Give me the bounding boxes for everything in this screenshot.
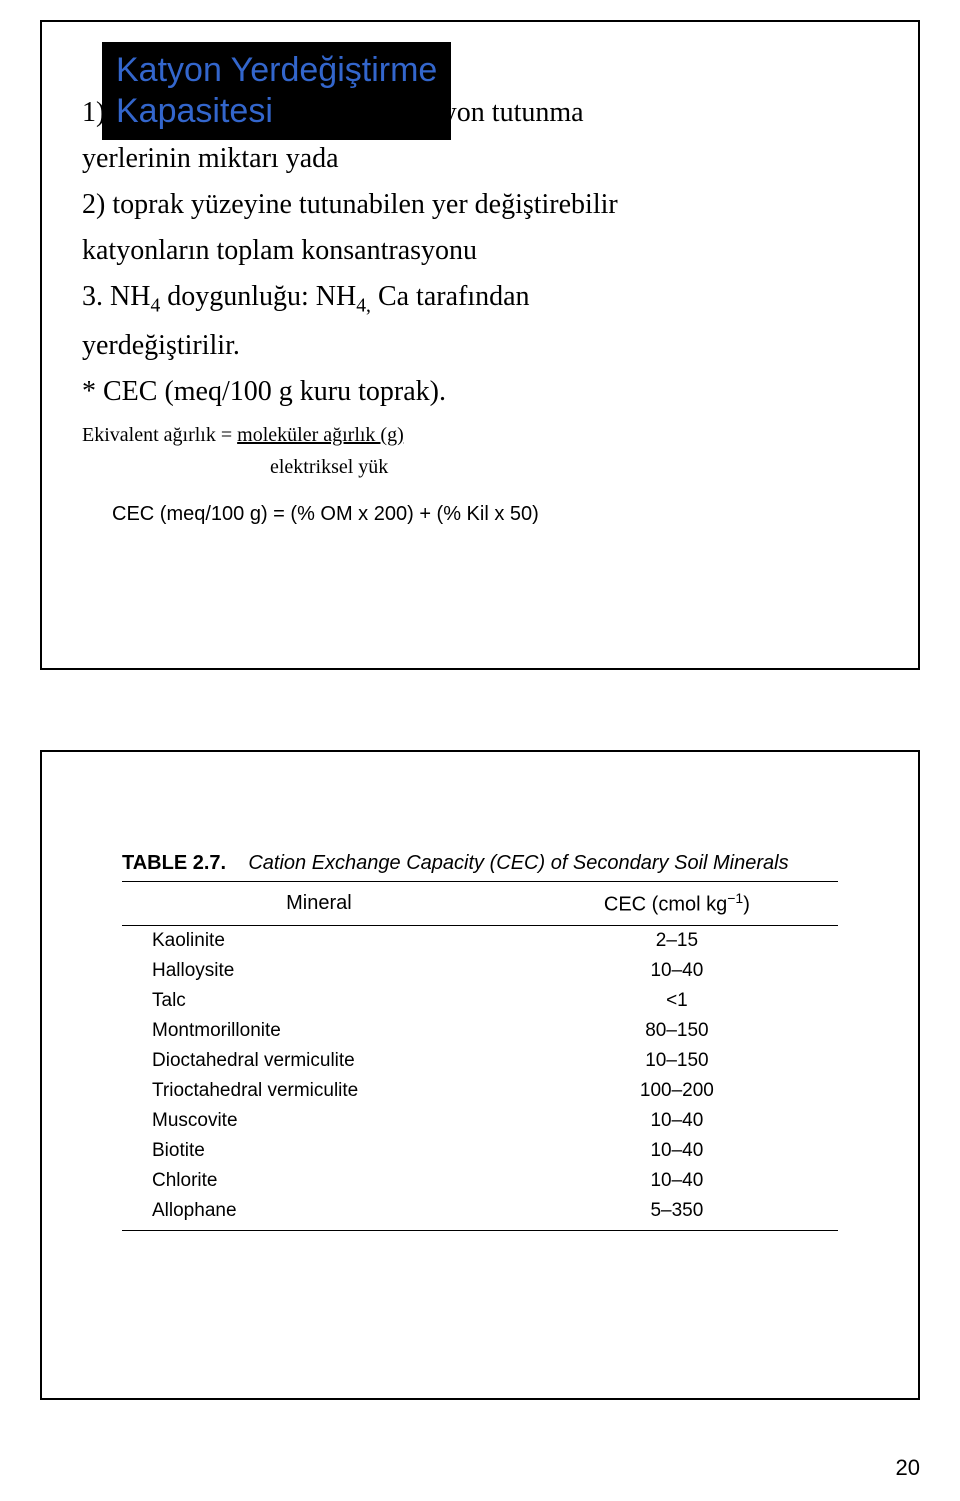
slide-1: Katyon Yerdeğiştirme Kapasitesi 1) birim… xyxy=(40,20,920,670)
cell-cec: <1 xyxy=(516,986,838,1016)
table-header-cec: CEC (cmol kg−1) xyxy=(516,882,838,926)
body-line-6: yerdeğiştirilir. xyxy=(82,325,878,367)
body-line-4: katyonların toplam konsantrasyonu xyxy=(82,230,878,272)
line5-pre: 3. NH xyxy=(82,281,150,312)
table-header-mineral: Mineral xyxy=(122,882,516,926)
body-line-2: yerlerinin miktarı yada xyxy=(82,138,878,180)
table-row: Chlorite10–40 xyxy=(122,1166,838,1196)
table-row: Trioctahedral vermiculite100–200 xyxy=(122,1076,838,1106)
table-row: Muscovite10–40 xyxy=(122,1106,838,1136)
cell-cec: 5–350 xyxy=(516,1196,838,1231)
table-caption: TABLE 2.7. Cation Exchange Capacity (CEC… xyxy=(122,852,838,875)
cell-mineral: Muscovite xyxy=(122,1106,516,1136)
cell-cec: 10–150 xyxy=(516,1046,838,1076)
table-row: Montmorillonite80–150 xyxy=(122,1016,838,1046)
table-row: Kaolinite2–15 xyxy=(122,925,838,956)
table-body: Kaolinite2–15Halloysite10–40Talc<1Montmo… xyxy=(122,925,838,1230)
line5-sub2: 4, xyxy=(356,295,371,316)
eq-numerator: moleküler ağırlık (g) xyxy=(237,424,404,446)
table-description: Cation Exchange Capacity (CEC) of Second… xyxy=(248,852,788,874)
body-line-3: 2) toprak yüzeyine tutunabilen yer değiş… xyxy=(82,184,878,226)
cell-cec: 10–40 xyxy=(516,1106,838,1136)
cell-mineral: Allophane xyxy=(122,1196,516,1231)
cell-mineral: Dioctahedral vermiculite xyxy=(122,1046,516,1076)
page-number: 20 xyxy=(896,1455,920,1481)
eq-left: Ekivalent ağırlık = xyxy=(82,424,237,446)
line5-post: Ca tarafından xyxy=(371,281,530,312)
cec-formula: CEC (meq/100 g) = (% OM x 200) + (% Kil … xyxy=(112,503,878,526)
table-label: TABLE 2.7. xyxy=(122,852,226,874)
table-row: Allophane5–350 xyxy=(122,1196,838,1231)
slide-title-box: Katyon Yerdeğiştirme Kapasitesi xyxy=(102,42,451,140)
slide-title-line2: Kapasitesi xyxy=(116,91,437,132)
cell-cec: 10–40 xyxy=(516,1136,838,1166)
cell-mineral: Talc xyxy=(122,986,516,1016)
header-cec-post: ) xyxy=(743,894,750,916)
cell-mineral: Halloysite xyxy=(122,956,516,986)
header-cec-sup: −1 xyxy=(727,890,743,906)
slide-title-line1: Katyon Yerdeğiştirme xyxy=(116,50,437,91)
body-line-5: 3. NH4 doygunluğu: NH4, Ca tarafından xyxy=(82,276,878,321)
line5-mid: doygunluğu: NH xyxy=(160,281,356,312)
table-wrapper: TABLE 2.7. Cation Exchange Capacity (CEC… xyxy=(82,852,878,1231)
eq-denominator: elektriksel yük xyxy=(270,451,878,483)
table-row: Dioctahedral vermiculite10–150 xyxy=(122,1046,838,1076)
header-cec-pre: CEC (cmol kg xyxy=(604,894,727,916)
cell-cec: 10–40 xyxy=(516,956,838,986)
cell-mineral: Chlorite xyxy=(122,1166,516,1196)
equation-line: Ekivalent ağırlık = moleküler ağırlık (g… xyxy=(82,419,878,451)
cell-mineral: Kaolinite xyxy=(122,925,516,956)
line5-sub1: 4 xyxy=(150,295,160,316)
slide-2: TABLE 2.7. Cation Exchange Capacity (CEC… xyxy=(40,750,920,1400)
table-row: Halloysite10–40 xyxy=(122,956,838,986)
cell-cec: 80–150 xyxy=(516,1016,838,1046)
cell-cec: 2–15 xyxy=(516,925,838,956)
cell-mineral: Montmorillonite xyxy=(122,1016,516,1046)
table-row: Biotite10–40 xyxy=(122,1136,838,1166)
mineral-cec-table: Mineral CEC (cmol kg−1) Kaolinite2–15Hal… xyxy=(122,881,838,1231)
cell-cec: 10–40 xyxy=(516,1166,838,1196)
cell-cec: 100–200 xyxy=(516,1076,838,1106)
cell-mineral: Trioctahedral vermiculite xyxy=(122,1076,516,1106)
body-line-7: * CEC (meq/100 g kuru toprak). xyxy=(82,371,878,413)
table-row: Talc<1 xyxy=(122,986,838,1016)
cell-mineral: Biotite xyxy=(122,1136,516,1166)
